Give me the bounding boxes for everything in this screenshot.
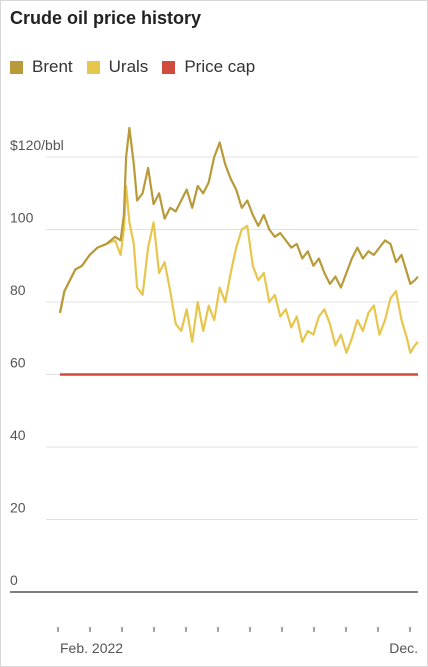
y-tick-label: $120/bbl: [10, 137, 64, 153]
legend-swatch-price-cap: [162, 60, 176, 74]
legend-item-price-cap: Price cap: [162, 57, 255, 77]
legend-swatch-urals: [86, 60, 100, 74]
y-tick-label: 40: [10, 427, 26, 443]
legend-item-urals: Urals: [86, 57, 149, 77]
legend-label-price-cap: Price cap: [184, 57, 256, 76]
y-tick-label: 60: [10, 355, 26, 371]
series-line-urals: [58, 184, 419, 354]
legend-swatch-brent: [10, 60, 23, 74]
y-tick-label: 0: [10, 572, 18, 588]
chart-legend: Brent Urals Price cap: [10, 57, 269, 77]
y-tick-label: 100: [10, 210, 34, 226]
x-tick-label-start: Feb. 2022: [60, 640, 123, 656]
legend-label-urals: Urals: [108, 57, 149, 76]
series-line-brent: [58, 126, 419, 314]
legend-item-brent: Brent: [10, 57, 73, 77]
y-tick-label: 80: [10, 282, 26, 298]
y-tick-label: 20: [10, 500, 26, 516]
chart-title: Crude oil price history: [10, 8, 202, 28]
x-tick-label-end: Dec.: [389, 640, 418, 656]
legend-label-brent: Brent: [32, 57, 73, 76]
